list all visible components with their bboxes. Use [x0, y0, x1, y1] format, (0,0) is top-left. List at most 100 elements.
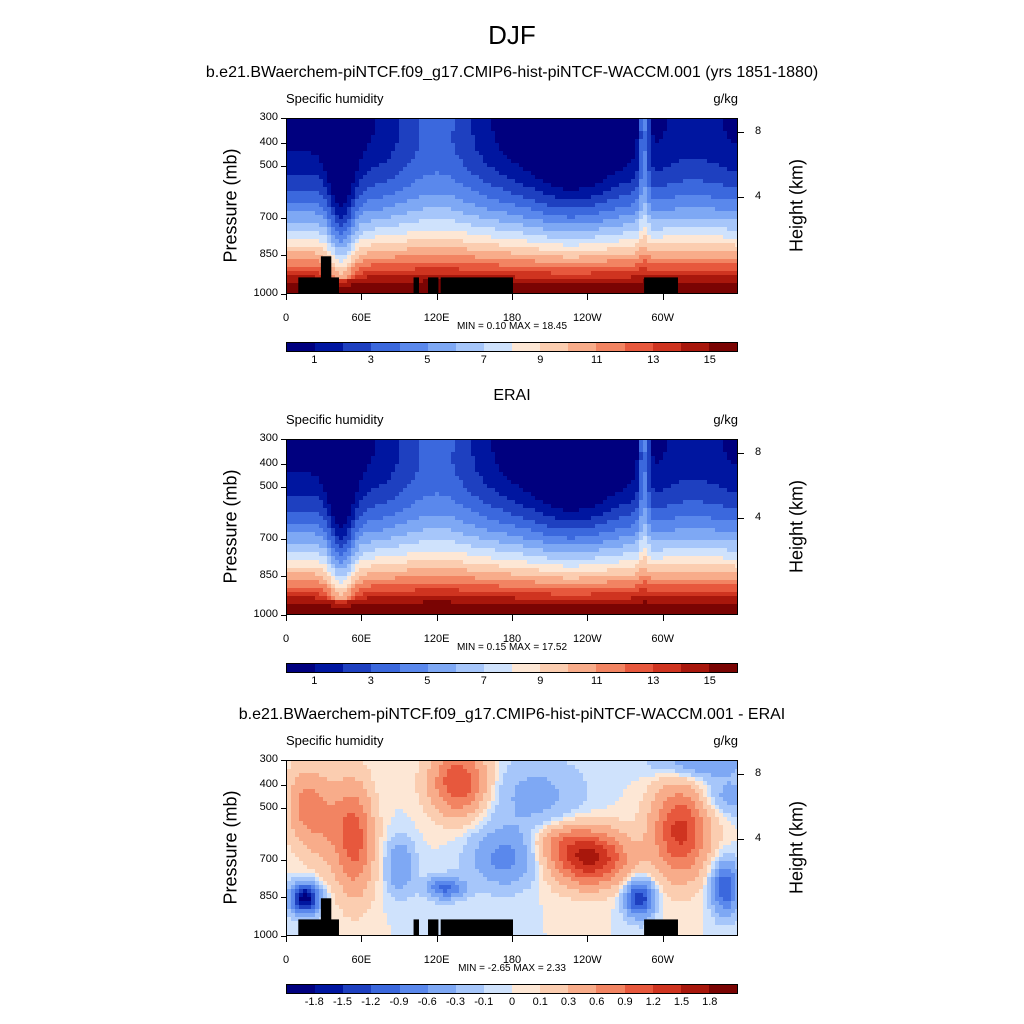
panel-title: b.e21.BWaerchem-piNTCF.f09_g17.CMIP6-his… [238, 706, 786, 723]
terrain-mask [413, 277, 419, 293]
terrain-mask [320, 898, 332, 935]
colorbar-label: 1.2 [645, 996, 661, 1008]
y-tick-mark [281, 463, 286, 465]
colorbar-swatch [568, 664, 597, 672]
colorbar-swatch [540, 985, 569, 993]
x-tick-mark [587, 936, 589, 942]
x-tick-mark [662, 936, 664, 942]
x-tick-label: 120W [572, 312, 602, 324]
colorbar-swatch [540, 664, 569, 672]
terrain-mask [428, 277, 439, 293]
x-tick-mark [436, 936, 438, 942]
colorbar-swatch [343, 985, 372, 993]
min-max-label: MIN = -2.65 MAX = 2.33 [392, 963, 632, 974]
y-tick-mark [281, 576, 286, 578]
y-tick-mark [281, 615, 286, 616]
colorbar-swatch [652, 985, 681, 993]
x-tick-label: 60E [351, 312, 372, 324]
colorbar-swatch [287, 343, 316, 351]
y-tick-label: 300 [259, 753, 278, 765]
right-tick-mark [738, 518, 744, 520]
colorbar-label: 11 [591, 354, 603, 366]
colorbar-swatch [315, 985, 344, 993]
y-tick-mark [281, 165, 286, 167]
y-tick-label: 400 [259, 456, 278, 469]
colorbar-label: 7 [480, 354, 487, 366]
colorbar-swatch [708, 343, 737, 351]
colorbar-swatch [427, 343, 456, 351]
colorbar-swatch [455, 985, 484, 993]
colorbar-swatch [483, 343, 512, 351]
colorbar-swatch [455, 343, 484, 351]
colorbar-swatch [343, 343, 372, 351]
colorbar-label: -0.3 [446, 996, 465, 1008]
colorbar-swatch [568, 343, 597, 351]
colorbar [286, 663, 738, 673]
terrain-mask [644, 277, 678, 293]
x-tick-label: 120W [572, 633, 602, 645]
x-tick-mark [512, 615, 513, 621]
colorbar-label: 1 [311, 675, 318, 687]
x-tick-mark [361, 615, 363, 621]
y-tick-mark [281, 486, 286, 488]
y-tick-label: 700 [259, 853, 278, 866]
max-value: MAX = 17.52 [508, 642, 568, 653]
right-tick-label: 8 [755, 125, 762, 138]
x-tick-label: 180 [502, 633, 522, 645]
colorbar-label: 15 [703, 675, 716, 687]
x-tick-mark [361, 294, 363, 300]
contour-plot [286, 760, 738, 936]
panel-title: b.e21.BWaerchem-piNTCF.f09_g17.CMIP6-his… [205, 64, 819, 81]
x-tick-label: 120W [572, 954, 602, 966]
y-tick-mark [281, 439, 286, 440]
contour-plot [286, 118, 738, 294]
x-tick-label: 180 [502, 312, 522, 324]
colorbar-swatch [427, 985, 456, 993]
units-label: g/kg [713, 412, 738, 427]
colorbar-label: 1 [311, 354, 318, 366]
units-label: g/kg [713, 733, 738, 748]
colorbar-label: 0.1 [532, 996, 548, 1008]
terrain-mask [440, 277, 513, 293]
colorbar-swatch [568, 985, 597, 993]
y-tick-label: 500 [259, 800, 278, 813]
max-value: MAX = 18.45 [508, 321, 568, 332]
y-tick-mark [281, 897, 286, 899]
colorbar-swatch [680, 985, 709, 993]
x-tick-label: 60W [651, 954, 674, 966]
y-tick-label: 1000 [253, 929, 278, 941]
x-tick-label: 180 [502, 954, 522, 966]
right-tick-mark [738, 774, 744, 776]
colorbar-label: 13 [647, 675, 660, 687]
x-tick-mark [662, 615, 664, 621]
colorbar-label: 1.8 [702, 996, 718, 1008]
variable-name: Specific humidity [286, 91, 384, 106]
colorbar-label: 9 [537, 675, 544, 687]
y-tick-label: 850 [259, 569, 278, 582]
right-tick-label: 4 [755, 190, 762, 203]
x-tick-label: 0 [282, 633, 290, 645]
x-tick-mark [286, 294, 287, 300]
y-tick-mark [281, 142, 286, 144]
min-value: MIN = 0.15 [456, 642, 507, 653]
x-tick-mark [587, 615, 589, 621]
right-tick-label: 4 [755, 832, 762, 845]
colorbar-label: -1.2 [361, 996, 381, 1008]
y-tick-mark [281, 118, 286, 119]
colorbar-swatch [371, 343, 400, 351]
colorbar-swatch [540, 343, 569, 351]
colorbar-label: 5 [424, 354, 431, 366]
colorbar-label: 9 [537, 354, 544, 366]
terrain-mask [644, 919, 678, 935]
terrain-mask [298, 277, 339, 293]
colorbar-swatch [624, 985, 653, 993]
x-tick-mark [587, 294, 589, 300]
y-tick-label: 850 [259, 248, 278, 261]
x-tick-mark [361, 936, 363, 942]
y-tick-label: 1000 [253, 287, 278, 299]
y-tick-label: 850 [259, 890, 278, 903]
y-axis-label: Pressure (mb) [220, 469, 241, 584]
colorbar-swatch [512, 664, 541, 672]
colorbar-swatch [315, 343, 344, 351]
x-tick-mark [286, 936, 287, 942]
